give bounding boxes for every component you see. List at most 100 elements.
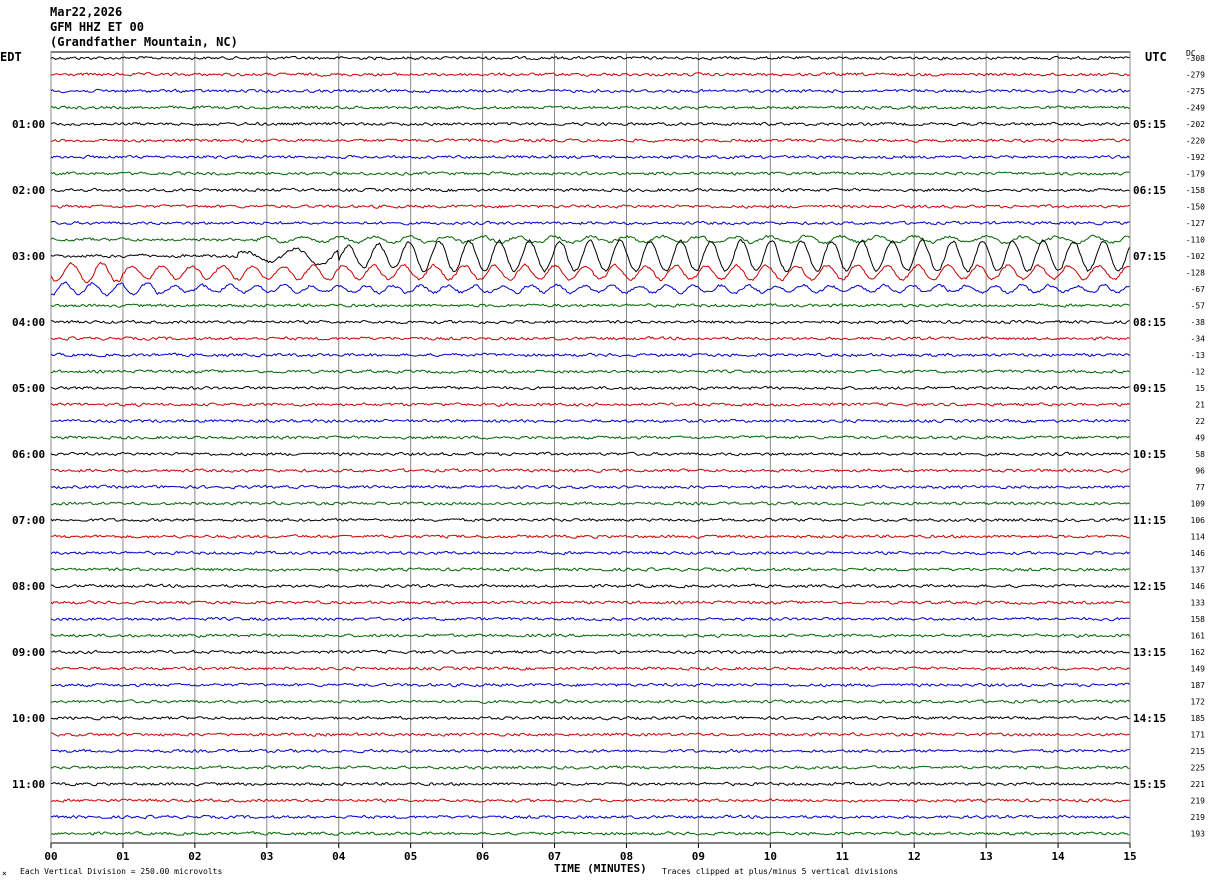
trace-27	[50, 484, 1130, 490]
dc-offset-label: 193	[1191, 830, 1206, 839]
dc-offset-label: 22	[1195, 417, 1205, 426]
trace-14	[50, 261, 1130, 284]
trace-11	[50, 220, 1130, 226]
dc-header-label: DC	[1186, 49, 1196, 58]
trace-1	[50, 55, 1130, 61]
dc-offset-label: 77	[1195, 483, 1205, 492]
x-tick-label: 11	[836, 850, 850, 863]
dc-offset-label: 215	[1191, 747, 1206, 756]
x-tick-label: 13	[980, 850, 993, 863]
dc-offset-label: -110	[1186, 236, 1205, 245]
x-tick-label: 02	[188, 850, 201, 863]
right-time-tick: 12:15	[1133, 580, 1166, 593]
dc-offset-label: 137	[1191, 566, 1206, 575]
dc-offset-label: -38	[1191, 318, 1206, 327]
dc-offset-label: 171	[1191, 731, 1206, 740]
x-tick-label: 08	[620, 850, 633, 863]
dc-offset-label: -67	[1191, 285, 1206, 294]
dc-offset-label: -127	[1186, 219, 1205, 228]
left-time-tick: 09:00	[12, 646, 45, 659]
dc-offset-label: -202	[1186, 120, 1205, 129]
left-time-tick: 10:00	[12, 712, 45, 725]
trace-19	[50, 352, 1130, 358]
dc-offset-label: 158	[1191, 615, 1206, 624]
trace-40	[50, 699, 1130, 704]
dc-offset-label: 187	[1191, 681, 1206, 690]
dc-offset-label: -158	[1186, 186, 1205, 195]
right-time-tick: 13:15	[1133, 646, 1166, 659]
trace-43	[50, 748, 1130, 754]
dc-offset-label: 149	[1191, 665, 1206, 674]
dc-offset-label: 219	[1191, 813, 1206, 822]
trace-42	[50, 732, 1130, 737]
dc-offset-label: 106	[1191, 516, 1206, 525]
trace-45	[50, 781, 1130, 787]
trace-30	[51, 534, 1130, 539]
footer-marker: ×	[2, 869, 7, 878]
x-tick-label: 01	[116, 850, 130, 863]
dc-offset-label: 49	[1195, 434, 1205, 443]
trace-28	[50, 501, 1130, 506]
left-time-tick: 06:00	[12, 448, 45, 461]
dc-offset-label: -249	[1186, 104, 1205, 113]
left-time-tick: 03:00	[12, 250, 45, 263]
dc-offset-label: 185	[1191, 714, 1206, 723]
x-tick-label: 09	[692, 850, 705, 863]
dc-offset-label: -275	[1186, 87, 1205, 96]
clip-note: Traces clipped at plus/minus 5 vertical …	[662, 867, 898, 876]
trace-23	[50, 418, 1130, 424]
dc-offset-label: -220	[1186, 137, 1205, 146]
dc-offset-label: 146	[1191, 549, 1206, 558]
right-time-ticks: 05:15 06:15 07:15 08:15 09:15 10:15 11:15 12:15…	[1133, 118, 1166, 791]
left-time-tick: 07:00	[12, 514, 45, 527]
trace-21	[50, 385, 1130, 391]
dc-offset-label: 109	[1191, 500, 1206, 509]
trace-48	[50, 831, 1130, 836]
right-time-tick: 14:15	[1133, 712, 1166, 725]
dc-offset-label: 146	[1191, 582, 1206, 591]
trace-20	[50, 369, 1130, 374]
dc-offset-label: 221	[1191, 780, 1206, 789]
left-time-tick: 08:00	[12, 580, 45, 593]
x-tick-label: 04	[332, 850, 346, 863]
trace-13	[50, 238, 1130, 273]
trace-37	[50, 649, 1130, 655]
left-time-tick: 01:00	[12, 118, 45, 131]
trace-34	[50, 600, 1130, 605]
right-time-tick: 10:15	[1133, 448, 1166, 461]
right-time-tick: 05:15	[1133, 118, 1166, 131]
trace-6	[50, 138, 1130, 143]
trace-31	[50, 550, 1130, 556]
dc-offset-label: -179	[1186, 170, 1205, 179]
dc-offset-label: -192	[1186, 153, 1205, 162]
dc-offset-label: 114	[1191, 533, 1206, 542]
trace-36	[50, 633, 1130, 638]
trace-3	[50, 88, 1130, 94]
left-time-tick: 02:00	[12, 184, 45, 197]
trace-16	[50, 303, 1130, 308]
left-time-tick: 11:00	[12, 778, 45, 791]
seismic-traces	[50, 55, 1130, 836]
dc-offset-label: -308	[1186, 54, 1205, 63]
x-tick-label: 00	[44, 850, 57, 863]
trace-7	[50, 154, 1130, 160]
dc-offset-label: 15	[1195, 384, 1205, 393]
scale-note: Each Vertical Division = 250.00 microvol…	[20, 867, 222, 876]
x-tick-label: 07	[548, 850, 561, 863]
right-time-tick: 07:15	[1133, 250, 1166, 263]
dc-offset-label: 219	[1191, 797, 1206, 806]
station-label: GFM HHZ ET 00	[50, 20, 144, 34]
x-tick-label: 05	[404, 850, 417, 863]
trace-26	[50, 468, 1130, 473]
dc-offset-label: -102	[1186, 252, 1205, 261]
trace-15	[50, 281, 1130, 297]
dc-offset-label: -12	[1191, 368, 1206, 377]
dc-offset-label: 162	[1191, 648, 1206, 657]
trace-32	[50, 567, 1130, 572]
right-time-tick: 06:15	[1133, 184, 1166, 197]
trace-12	[50, 234, 1130, 245]
trace-4	[50, 105, 1130, 110]
dc-offset-label: 161	[1191, 632, 1206, 641]
right-time-tick: 08:15	[1133, 316, 1166, 329]
